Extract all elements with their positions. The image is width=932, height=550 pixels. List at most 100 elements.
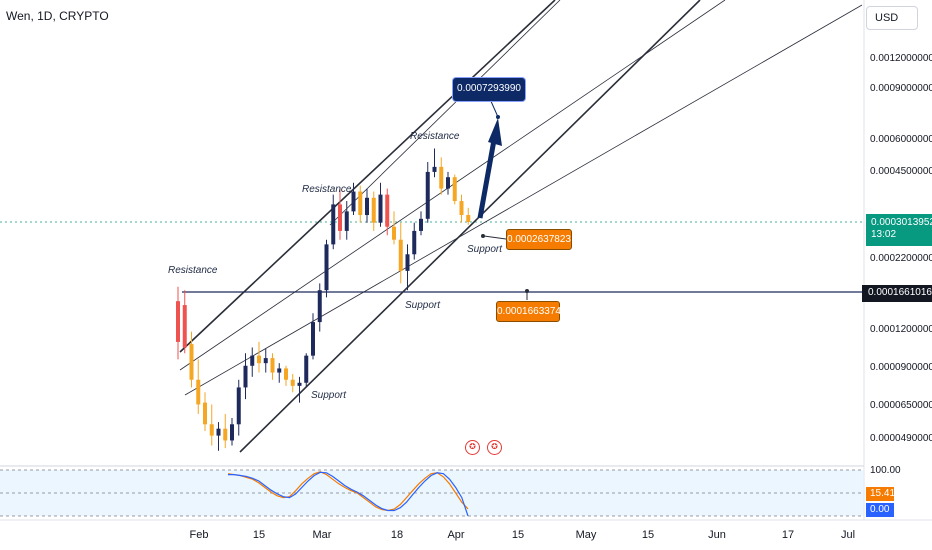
currency-button[interactable]: USD: [866, 6, 918, 30]
candle-body: [257, 355, 261, 364]
us-flag-icon[interactable]: ✪: [487, 440, 502, 455]
candle-body: [378, 194, 383, 223]
candle-body: [277, 368, 282, 373]
candle-body: [230, 424, 234, 441]
channel-upper-line[interactable]: [179, 0, 556, 353]
time-tick: May: [575, 529, 597, 541]
support-dot-lower: [525, 289, 529, 293]
candle-body: [324, 244, 329, 291]
resistance-note[interactable]: Resistance: [410, 131, 460, 142]
support-price-label-upper[interactable]: 0.0002637823: [506, 229, 572, 250]
candle-body: [432, 166, 437, 172]
candle-body: [189, 344, 194, 380]
time-tick: 15: [511, 529, 525, 541]
support-pointer-upper: [483, 235, 507, 240]
time-tick: 15: [252, 529, 266, 541]
price-tick: 0.0012000000: [870, 53, 932, 64]
us-flag-icon[interactable]: ✪: [465, 440, 480, 455]
rsi-d-badge: 0.00: [866, 503, 894, 517]
resistance-note[interactable]: Resistance: [302, 184, 352, 195]
support-note[interactable]: Support: [311, 390, 347, 401]
price-tick: 0.0004500000: [870, 166, 932, 177]
channel-lower-line[interactable]: [239, 0, 701, 453]
bar-countdown: 13:02: [871, 229, 897, 240]
time-tick: 18: [390, 529, 404, 541]
time-tick: 15: [641, 529, 655, 541]
support-note[interactable]: Support: [467, 244, 503, 255]
candle-body: [405, 254, 410, 271]
target-pointer: [489, 98, 499, 118]
candle-body: [338, 204, 342, 231]
resistance-note[interactable]: Resistance: [168, 265, 218, 276]
time-tick: Apr: [447, 529, 465, 541]
candle-body: [425, 171, 430, 219]
channel-mid-line[interactable]: [184, 4, 863, 396]
candle-body: [304, 355, 309, 383]
price-tick: 0.0006000000: [870, 134, 932, 145]
candle-body: [243, 365, 248, 388]
candle-body: [236, 387, 241, 425]
candle-body: [466, 215, 471, 222]
candle-body: [196, 379, 201, 405]
candle-body: [311, 322, 315, 356]
time-tick: Feb: [189, 529, 209, 541]
current-price-badge: 0.0003013952 13:02: [866, 214, 932, 246]
candle-body: [263, 358, 268, 364]
rsi-k-line: [227, 471, 469, 512]
candle-body: [385, 194, 390, 227]
price-tick: 0.0002200000: [870, 253, 932, 264]
candle-body: [209, 424, 214, 436]
candle-body: [250, 355, 255, 366]
support-price-label-lower[interactable]: 0.0001663374: [496, 301, 561, 322]
candle-body: [398, 239, 403, 271]
rsi-d-line: [228, 471, 469, 517]
target-price-label[interactable]: 0.0007293990: [452, 77, 526, 102]
candle-body: [176, 301, 180, 342]
rsi-top-tick: 100.00: [870, 465, 901, 476]
rsi-lines: [227, 471, 469, 517]
channel-outer-line[interactable]: [179, 0, 726, 371]
candle-body: [365, 197, 369, 216]
time-tick: Mar: [312, 529, 332, 541]
current-price-value: 0.0003013952: [871, 217, 932, 228]
candles: [176, 148, 471, 451]
candle-body: [182, 305, 187, 348]
candle-body: [419, 218, 423, 231]
candle-body: [270, 358, 275, 373]
price-tick: 0.0000650000: [870, 400, 932, 411]
candle-body: [412, 230, 417, 255]
candle-body: [459, 201, 464, 216]
candle-body: [344, 211, 349, 231]
candle-body: [223, 428, 228, 441]
channel-inner-line[interactable]: [329, 0, 561, 226]
projection-arrow-head: [488, 118, 502, 146]
time-tick: Jul: [840, 529, 856, 541]
time-tick: Jun: [708, 529, 726, 541]
candle-body: [452, 177, 457, 202]
price-tick: 0.0000490000: [870, 433, 932, 444]
candle-body: [331, 204, 336, 245]
candle-body: [290, 379, 295, 386]
candle-body: [371, 197, 376, 223]
price-tick: 0.0001200000: [870, 324, 932, 335]
support-dot-upper: [481, 234, 485, 238]
candle-body: [358, 191, 363, 216]
level-price-badge: 0.0001661016: [862, 285, 932, 302]
candle-body: [351, 191, 356, 212]
price-tick: 0.0009000000: [870, 83, 932, 94]
candle-body: [392, 226, 396, 240]
candle-body: [446, 177, 450, 189]
candle-body: [439, 166, 444, 189]
support-note[interactable]: Support: [405, 300, 441, 311]
price-tick: 0.0000900000: [870, 362, 932, 373]
symbol-title[interactable]: Wen, 1D, CRYPTO: [6, 9, 109, 23]
rsi-k-badge: 15.41: [866, 487, 895, 501]
candle-body: [317, 290, 322, 323]
candle-body: [203, 402, 207, 425]
candle-body: [284, 368, 288, 380]
projection-arrow[interactable]: [477, 139, 497, 219]
target-dot: [496, 115, 500, 119]
candle-body: [297, 382, 302, 386]
